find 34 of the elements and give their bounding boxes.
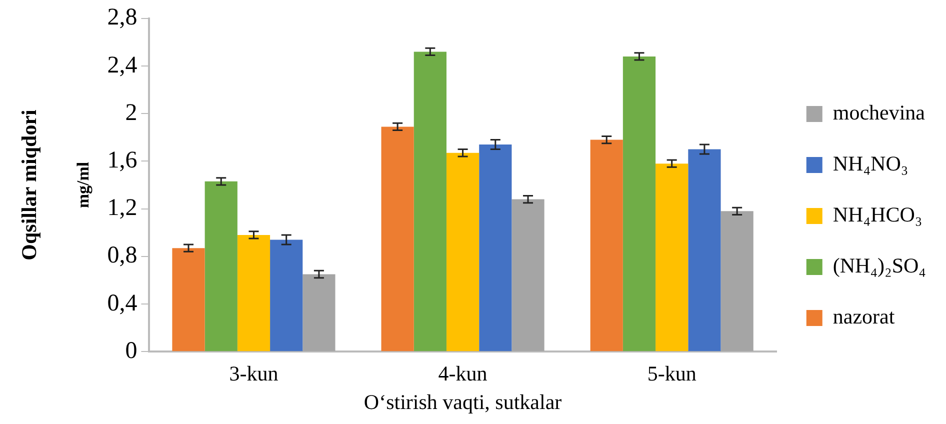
y-tick-label: 0	[125, 338, 138, 364]
bar	[237, 234, 270, 352]
bar	[622, 56, 656, 352]
x-tick-label: 4-kun	[438, 362, 488, 386]
legend-label: nazorat	[832, 304, 895, 329]
legend-label: mochevina	[832, 100, 926, 125]
bar	[512, 199, 544, 352]
y-tick-label: 0,4	[107, 290, 138, 316]
legend-label: NH₄NO₃	[832, 152, 908, 176]
bar	[479, 144, 512, 352]
x-tick-label: 3-kun	[229, 362, 279, 386]
bar	[688, 149, 721, 352]
bar	[446, 152, 480, 352]
bar	[381, 126, 414, 352]
legend-label: NH₄HCO₃	[832, 202, 922, 227]
y-axis-title: Oqsillar miqdori	[17, 109, 42, 260]
legend-label: (NH₄)₂SO₄	[832, 254, 926, 278]
y-tick-label: 2,4	[107, 52, 138, 78]
y-tick-label: 0,8	[107, 242, 138, 269]
x-axis-title: O‘stirish vaqti, sutkalar	[364, 390, 562, 414]
bar	[302, 274, 336, 352]
y-tick-label: 1,6	[107, 147, 138, 174]
bar	[172, 248, 205, 352]
bar	[656, 164, 688, 352]
bar	[720, 211, 754, 352]
text: mg/ml	[73, 162, 92, 208]
y-tick-label: 2	[125, 100, 138, 126]
bar	[590, 140, 623, 352]
x-tick-label: 5-kun	[647, 362, 697, 386]
bar	[204, 181, 238, 352]
bar	[270, 240, 303, 352]
y-tick-label: 1,2	[107, 195, 138, 222]
bar	[414, 52, 446, 352]
y-tick-label: 2,8	[107, 4, 138, 31]
